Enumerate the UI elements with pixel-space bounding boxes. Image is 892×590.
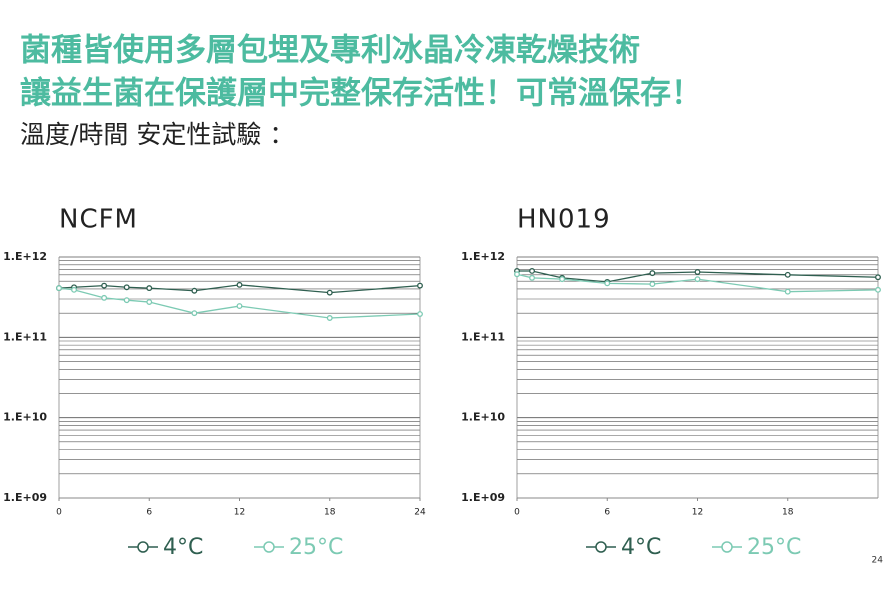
data-point [694,276,701,283]
series-line [516,273,879,293]
y-tick-label: 1.E+10 [461,411,505,424]
data-point [123,297,130,304]
data-point [191,287,198,294]
data-point [514,271,520,278]
legend-marker [595,541,607,553]
title-line: 讓益生菌在保護層中完整保存活性！可常溫保存！ [20,76,702,112]
data-point [101,282,108,289]
data-point [123,284,130,291]
data-point [784,288,791,295]
data-point [649,281,656,288]
subtitle: 溫度/時間 安定性試驗 ： [20,120,294,149]
x-tick-label: 18 [324,508,336,518]
data-point [191,310,198,317]
legend-label: 4°C [163,535,203,560]
data-point [236,281,243,288]
y-tick-label: 1.E+11 [3,330,47,343]
legend-marker [263,541,275,553]
data-point [146,299,153,305]
x-tick-label: 6 [604,508,610,518]
legend-marker [137,541,149,553]
x-tick-label: 0 [514,508,520,518]
title-line: 菌種皆使用多層包埋及專利冰晶冷凍乾燥技術 [20,33,640,69]
y-tick-label: 1.E+10 [3,411,47,424]
data-point [604,280,611,287]
chart-title: NCFM [59,205,138,235]
data-point [529,274,535,281]
x-tick-label: 12 [692,508,703,518]
x-tick-label: 6 [146,508,152,518]
x-tick-label: 24 [414,508,426,518]
data-point [326,289,333,296]
chart-title: HN019 [517,205,611,235]
data-point [875,274,881,281]
data-point [784,271,791,278]
legend-marker [721,541,733,553]
data-point [875,286,881,293]
data-point [417,282,423,289]
data-point [417,311,423,317]
data-point [236,303,243,310]
y-tick-label: 1.E+12 [461,250,505,263]
y-tick-label: 1.E+09 [3,491,47,504]
data-point [559,276,566,283]
data-point [694,269,701,275]
data-point [101,294,108,301]
data-point [529,268,535,274]
page-number: 24 [872,556,884,566]
y-tick-label: 1.E+12 [3,250,47,263]
data-point [649,270,656,277]
x-tick-label: 12 [234,508,245,518]
data-point [56,285,62,292]
legend-label: 25°C [289,535,343,560]
x-tick-label: 0 [56,508,62,518]
x-tick-label: 18 [782,508,794,518]
data-point [326,315,333,321]
data-point [71,286,77,293]
y-tick-label: 1.E+09 [461,491,505,504]
y-tick-label: 1.E+11 [461,330,505,343]
data-point [146,285,153,292]
legend-label: 25°C [747,535,801,560]
legend-label: 4°C [621,535,661,560]
series-line [517,270,879,283]
